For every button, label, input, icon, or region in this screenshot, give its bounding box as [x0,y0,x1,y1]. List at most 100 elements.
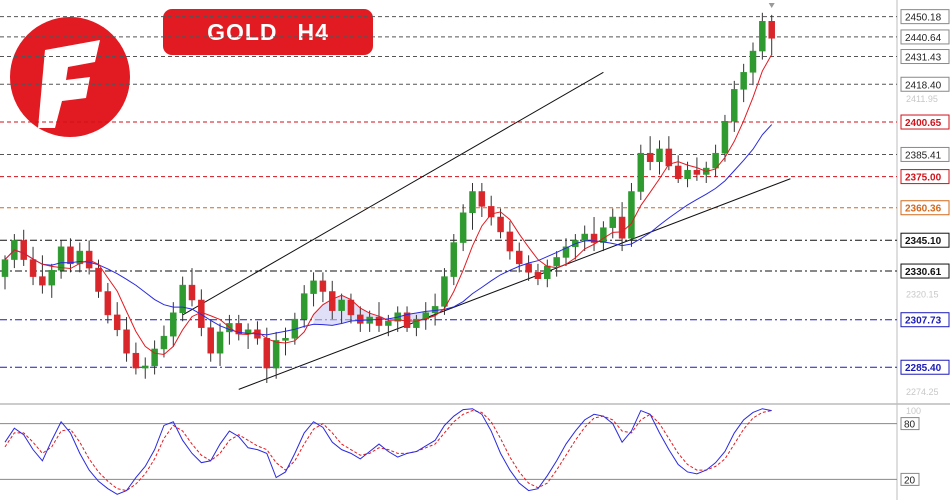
candle-body [450,242,458,277]
candle-body [712,152,719,169]
candle-body [693,169,701,175]
level-label-box [900,114,950,130]
candle-body [39,276,46,286]
candle-body [534,272,542,279]
candle-body [207,327,214,354]
candle-body [478,191,486,207]
candle-body [179,284,186,314]
candle-body [581,233,588,241]
level-label-box [900,9,950,25]
candle-body [67,246,74,265]
candle-body [646,152,654,162]
candle-body [759,21,766,52]
current-bar-marker [768,3,775,8]
candle-body [1,259,9,277]
candle-body [544,265,551,279]
candle-body [29,259,37,277]
candle-body [282,338,289,341]
level-label-box [900,232,950,248]
candle-body [525,263,532,273]
candle-body [113,314,121,331]
candle-body [506,231,514,252]
level-label-box [900,200,950,216]
level-price-label: 2418.40 [905,80,942,91]
candle-body [459,212,467,243]
candle-body [590,233,598,243]
channel-lower-line [238,178,791,390]
candle-body [357,314,364,324]
candle-body [338,299,345,311]
symbol-label: GOLD [207,18,278,45]
candle-body [142,365,149,369]
candle-body [216,331,224,354]
level-label-box [900,169,950,185]
candle-body [319,280,327,292]
level-label-box [900,49,950,65]
level-price-label: 2431.43 [905,53,942,64]
candle-body [104,291,112,316]
level-price-label: 2345.10 [905,236,942,247]
price-tick-label: 2320.15 [906,289,939,299]
candle-body [188,284,196,301]
candle-body [721,121,729,154]
candle-body [441,276,448,307]
candle-body [497,216,504,233]
stoch-level-box [900,417,920,431]
candle-body [375,316,383,326]
stoch-level-label: 80 [904,420,916,431]
candle-body [123,329,130,354]
candle-body [57,246,65,271]
candle-body [516,250,523,265]
level-price-label: 2375.00 [905,173,942,184]
level-label-box [900,29,950,45]
fast-ma-line [4,54,773,355]
candle-body [95,267,102,292]
level-price-label: 2400.65 [905,118,942,129]
level-price-label: 2385.41 [905,150,942,161]
stoch-level-box [900,472,920,486]
candle-body [263,338,271,369]
candle-body [618,216,626,239]
candle-body [487,206,495,218]
level-label-box [900,146,950,162]
channel-upper-line [182,71,604,316]
price-tick-label: 2411.95 [906,94,938,104]
level-price-label: 2330.61 [905,267,942,278]
candle-body [300,293,308,320]
candle-body [151,348,158,367]
candle-body [562,246,570,258]
candle-body [665,148,673,167]
candle-body [160,335,168,350]
candle-body [310,280,317,294]
level-label-box [900,359,950,375]
candle-body [347,299,355,316]
brand-logo [0,0,150,160]
candle-body [674,165,682,179]
candle-body [132,352,140,369]
level-label-box [900,76,950,92]
level-price-label: 2450.18 [905,13,942,24]
price-tick-label: 2274.25 [906,387,939,397]
candle-body [731,89,738,122]
level-price-label: 2307.73 [905,316,942,327]
candle-body [413,318,420,328]
stoch-tick-label: 100 [906,406,921,416]
candle-body [170,312,177,337]
candle-body [272,340,280,369]
level-label-box [900,312,950,328]
candle-body [329,291,336,311]
slow-ma-line [4,124,773,336]
candle-body [628,191,635,239]
candle-body [469,191,476,214]
candle-body [20,240,27,260]
candle-body [740,72,747,90]
candle-body [768,21,775,39]
candle-body [749,50,757,73]
candle-body [609,216,616,228]
level-price-label: 2360.36 [905,204,942,215]
candle-body [48,269,55,286]
stoch-signal-line [4,410,772,492]
level-price-label: 2440.64 [905,33,942,44]
